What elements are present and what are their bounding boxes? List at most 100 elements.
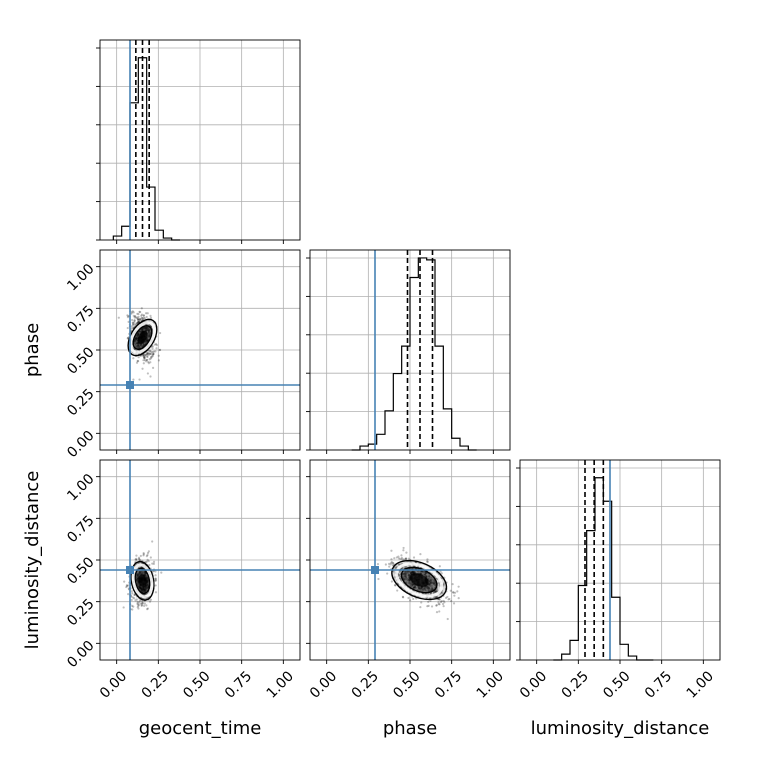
- sample-point: [136, 318, 139, 321]
- histogram-step: [351, 257, 477, 451]
- injection-marker: [371, 566, 379, 574]
- sample-point: [429, 578, 432, 582]
- sample-point: [146, 355, 149, 358]
- y-tick-label: 0.00: [64, 638, 97, 671]
- sample-point: [430, 587, 434, 590]
- sample-point: [127, 320, 130, 323]
- sample-point: [130, 311, 133, 314]
- contour-gap: [131, 563, 154, 599]
- sample-point: [424, 572, 427, 575]
- sample-point: [429, 579, 433, 582]
- sample-point: [136, 344, 139, 347]
- x-tick-label: 1.00: [264, 668, 297, 701]
- sample-point: [136, 334, 139, 337]
- sample-point: [130, 595, 133, 598]
- sample-point: [146, 327, 149, 331]
- sample-point: [428, 583, 431, 586]
- sample-point: [154, 570, 157, 573]
- sample-point: [145, 326, 148, 329]
- sample-point: [142, 587, 145, 590]
- sample-point: [456, 590, 459, 593]
- sample-point: [134, 338, 137, 341]
- sample-point: [376, 563, 380, 566]
- sample-point: [143, 356, 146, 359]
- sample-point: [151, 347, 154, 350]
- sample-point: [404, 558, 407, 561]
- sample-point: [149, 361, 152, 364]
- sample-point: [141, 590, 144, 593]
- sample-point: [123, 580, 126, 583]
- sample-point: [142, 354, 145, 357]
- sample-point: [140, 587, 143, 591]
- sample-point: [149, 314, 152, 317]
- sample-point: [431, 581, 434, 584]
- sample-point: [402, 596, 405, 599]
- sample-point: [137, 333, 140, 336]
- sample-point: [154, 584, 157, 587]
- sample-point: [407, 574, 411, 577]
- x-axis-label: luminosity_distance: [531, 718, 710, 739]
- sample-point: [137, 333, 140, 337]
- sample-point: [139, 586, 142, 589]
- sample-point: [146, 551, 150, 555]
- sample-point: [432, 591, 435, 594]
- sample-point: [134, 339, 137, 342]
- sample-point: [150, 355, 153, 358]
- y-tick-label: 0.75: [64, 303, 97, 336]
- sample-point: [146, 353, 149, 356]
- sample-point: [142, 355, 145, 358]
- sample-point: [137, 332, 140, 335]
- sample-point: [147, 328, 150, 331]
- sample-point: [407, 574, 410, 577]
- sample-point: [154, 574, 157, 577]
- sample-point: [137, 345, 140, 348]
- sample-point: [157, 359, 160, 362]
- sample-point: [141, 590, 145, 593]
- sample-point: [159, 331, 162, 335]
- sample-point: [146, 587, 149, 590]
- sample-point: [138, 319, 141, 322]
- sample-point: [399, 557, 402, 561]
- sample-point: [141, 590, 144, 593]
- sample-point: [404, 574, 407, 577]
- sample-point: [437, 582, 440, 585]
- sample-point: [435, 604, 438, 607]
- sample-point: [148, 329, 151, 332]
- sample-point: [409, 570, 412, 574]
- sample-point: [408, 581, 411, 584]
- sample-point: [419, 587, 422, 591]
- sample-point: [138, 586, 142, 589]
- sample-point: [143, 357, 146, 360]
- sample-point: [430, 581, 433, 584]
- sample-point: [405, 570, 408, 573]
- sample-point: [137, 346, 140, 349]
- sample-point: [147, 550, 150, 553]
- sample-point: [421, 587, 424, 590]
- sample-point: [136, 575, 140, 578]
- x-tick-label: 0.75: [222, 668, 255, 701]
- sample-point: [430, 576, 433, 579]
- sample-point: [408, 573, 411, 577]
- sample-point: [145, 328, 149, 331]
- sample-point: [139, 343, 142, 346]
- sample-point: [130, 590, 133, 593]
- sample-point: [447, 598, 450, 601]
- sample-point: [148, 358, 151, 361]
- sample-point: [154, 579, 158, 582]
- sample-point: [137, 585, 141, 588]
- sample-point: [143, 317, 147, 320]
- sample-point: [155, 347, 158, 350]
- sample-point: [142, 344, 145, 347]
- sample-point: [138, 318, 141, 321]
- sample-point: [141, 317, 145, 320]
- sample-point: [451, 591, 455, 594]
- sample-point: [404, 557, 408, 560]
- sample-point: [132, 311, 135, 314]
- axes-frame: [519, 459, 721, 661]
- sample-point: [388, 565, 391, 568]
- sample-point: [404, 565, 407, 568]
- sample-point: [145, 587, 148, 590]
- sample-point: [148, 563, 151, 567]
- sample-point: [145, 560, 148, 563]
- sample-point: [131, 326, 134, 329]
